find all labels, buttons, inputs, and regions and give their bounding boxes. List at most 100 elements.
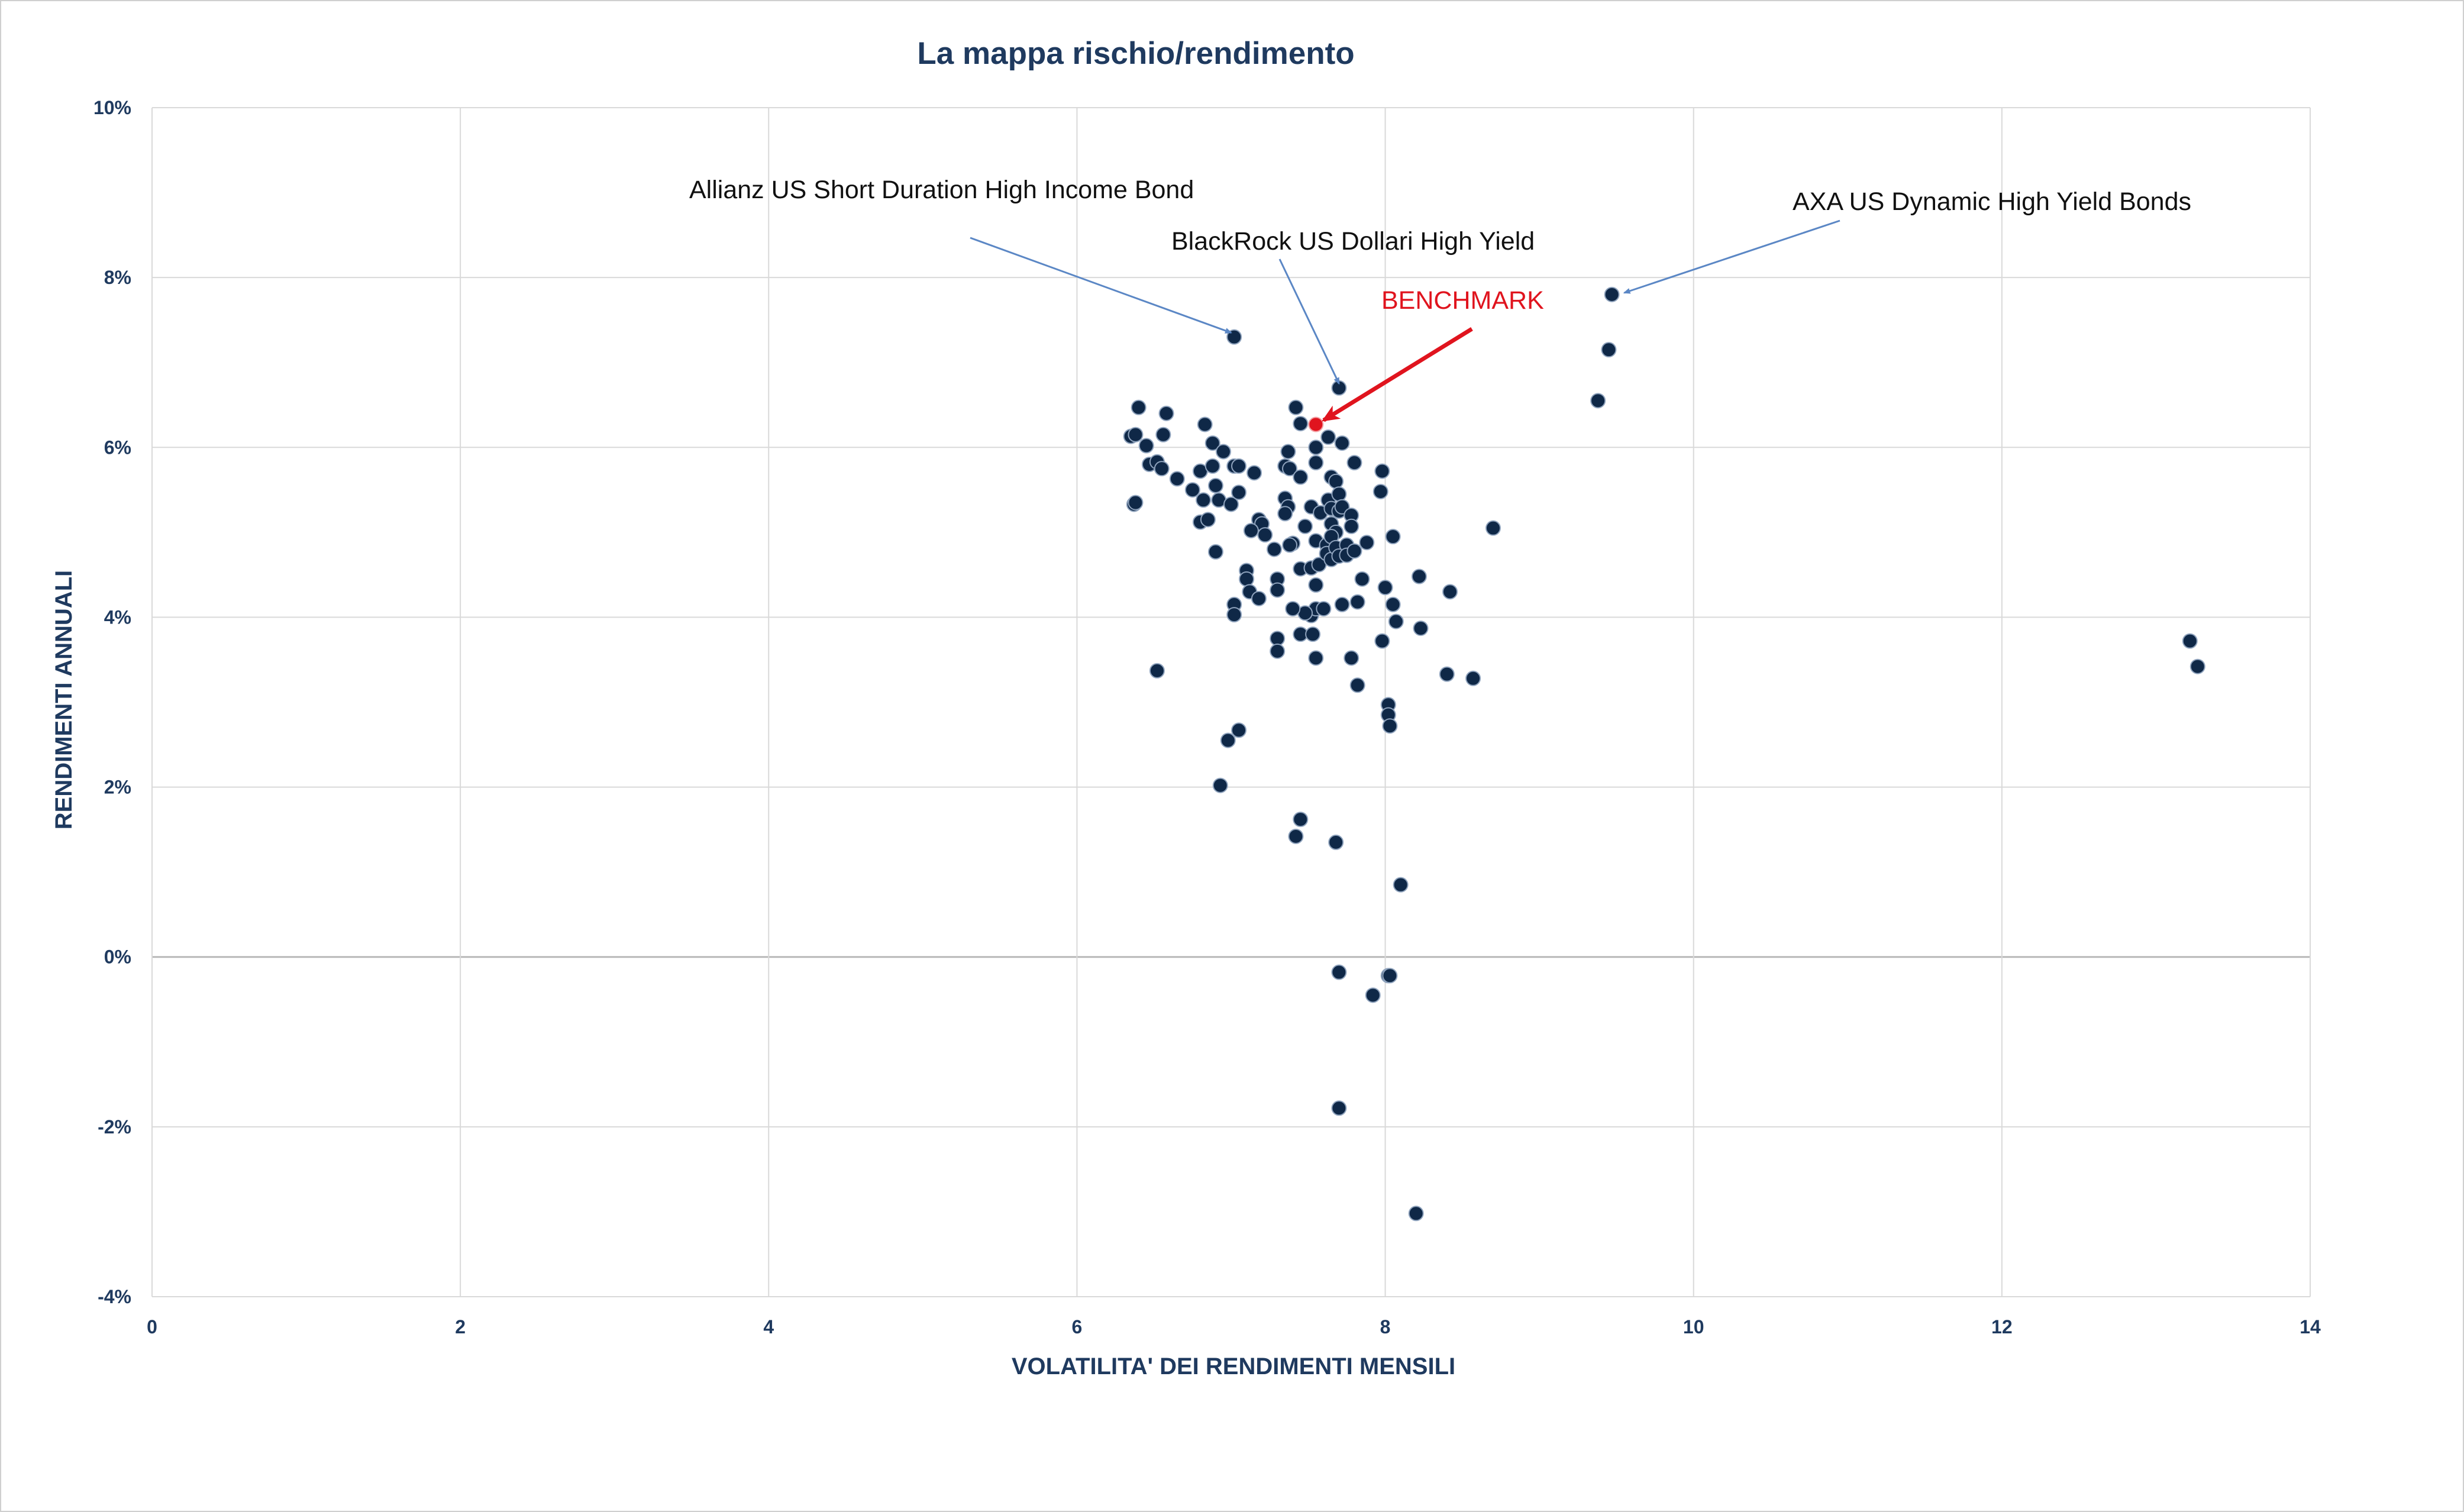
- data-point: [1308, 455, 1324, 471]
- data-point: [1266, 541, 1282, 557]
- data-point: [1282, 537, 1298, 553]
- y-axis-label: RENDIMENTI ANNUALI: [51, 570, 77, 830]
- data-point: [1293, 469, 1309, 485]
- y-tick-label: 6%: [104, 437, 131, 458]
- data-point: [1277, 506, 1293, 522]
- data-point: [1223, 496, 1239, 512]
- x-tick-label: 10: [1683, 1316, 1704, 1337]
- x-tick-label: 2: [455, 1316, 466, 1337]
- data-point: [1439, 666, 1455, 682]
- annotation-benchmark-label: BENCHMARK: [1381, 286, 1544, 315]
- data-point: [1374, 463, 1390, 479]
- y-tick-label: 10%: [93, 97, 131, 118]
- data-point: [1293, 416, 1309, 432]
- data-point: [1408, 1206, 1424, 1222]
- y-tick-label: -2%: [98, 1116, 131, 1138]
- data-point: [1257, 527, 1273, 543]
- data-point: [1359, 535, 1375, 551]
- x-tick-label: 6: [1072, 1316, 1083, 1337]
- annotation-blackrock-arrow: [1278, 259, 1340, 385]
- data-point: [1305, 626, 1321, 642]
- data-point: [1385, 596, 1401, 612]
- data-point: [1239, 571, 1255, 587]
- grid: [151, 107, 2311, 1297]
- data-point: [1251, 590, 1267, 606]
- annotation-axa-label: AXA US Dynamic High Yield Bonds: [1793, 188, 2191, 216]
- data-point: [1331, 1100, 1347, 1116]
- data-point: [1154, 461, 1170, 477]
- data-point: [1349, 677, 1365, 693]
- data-point: [1328, 473, 1344, 489]
- data-point: [1128, 495, 1144, 511]
- data-point: [1293, 812, 1309, 828]
- tick-labels: -4% -2% 0% 2% 4% 6% 8% 10% 0 2 4 6 8 10 12 14: [93, 97, 2321, 1337]
- data-point: [2182, 633, 2198, 649]
- data-point: [1331, 964, 1347, 980]
- data-point: [1334, 596, 1350, 612]
- data-point: [1207, 477, 1223, 493]
- data-point: [1604, 286, 1620, 302]
- annotation-allianz-arrow: [970, 237, 1232, 334]
- data-point: [1385, 529, 1401, 545]
- data-point: [1377, 580, 1393, 596]
- data-point: [1158, 405, 1174, 421]
- y-tick-label: 8%: [104, 267, 131, 288]
- data-point: [1346, 543, 1362, 559]
- data-point: [1297, 518, 1313, 534]
- x-tick-label: 12: [1991, 1316, 2013, 1337]
- data-point: [1344, 650, 1359, 666]
- data-point: [1465, 670, 1481, 686]
- annotation-blackrock-label: BlackRock US Dollari High Yield: [1171, 227, 1535, 256]
- data-point: [1388, 613, 1404, 629]
- data-point: [1169, 471, 1185, 487]
- data-point: [1197, 416, 1213, 432]
- x-axis-label: VOLATILITA' DEI RENDIMENTI MENSILI: [1012, 1353, 1455, 1379]
- data-point: [1246, 465, 1262, 481]
- data-point: [1270, 643, 1286, 659]
- data-point: [1231, 458, 1247, 474]
- data-point: [1316, 601, 1332, 617]
- chart-title: La mappa rischio/rendimento: [917, 36, 1354, 71]
- data-point: [1270, 631, 1286, 647]
- x-tick-label: 4: [763, 1316, 774, 1337]
- data-point: [1231, 484, 1247, 500]
- data-point: [1413, 621, 1429, 637]
- data-point: [1382, 718, 1398, 734]
- data-point: [1131, 399, 1147, 415]
- data-point: [1149, 663, 1165, 679]
- data-point: [1393, 877, 1409, 893]
- data-point: [1270, 582, 1286, 598]
- data-point: [1243, 522, 1259, 538]
- data-point: [1231, 722, 1247, 738]
- data-point: [1442, 584, 1458, 600]
- data-point: [1204, 435, 1220, 451]
- data-point: [1220, 732, 1236, 748]
- data-point: [1155, 427, 1171, 442]
- data-point: [1601, 342, 1617, 358]
- data-point: [1280, 444, 1296, 460]
- data-point: [2189, 658, 2205, 674]
- data-point: [1373, 483, 1388, 499]
- y-tick-label: 4%: [104, 606, 131, 628]
- data-point: [1331, 486, 1347, 502]
- annotation-benchmark-arrow: [1321, 327, 1473, 422]
- data-point: [1288, 828, 1304, 844]
- data-point: [1411, 568, 1427, 584]
- data-point: [1590, 393, 1606, 409]
- data-point: [1204, 458, 1220, 474]
- data-point: [1212, 777, 1228, 793]
- data-point: [1282, 461, 1298, 477]
- data-point: [1138, 438, 1154, 454]
- x-tick-label: 14: [2300, 1316, 2321, 1337]
- data-points: [1123, 286, 2205, 1222]
- y-tick-label: 0%: [104, 946, 131, 968]
- y-tick-label: -4%: [98, 1286, 131, 1307]
- data-point: [1285, 601, 1301, 617]
- data-point: [1328, 834, 1344, 850]
- data-point: [1374, 633, 1390, 649]
- annotation-axa-arrow: [1623, 219, 1840, 294]
- data-point: [1184, 482, 1200, 498]
